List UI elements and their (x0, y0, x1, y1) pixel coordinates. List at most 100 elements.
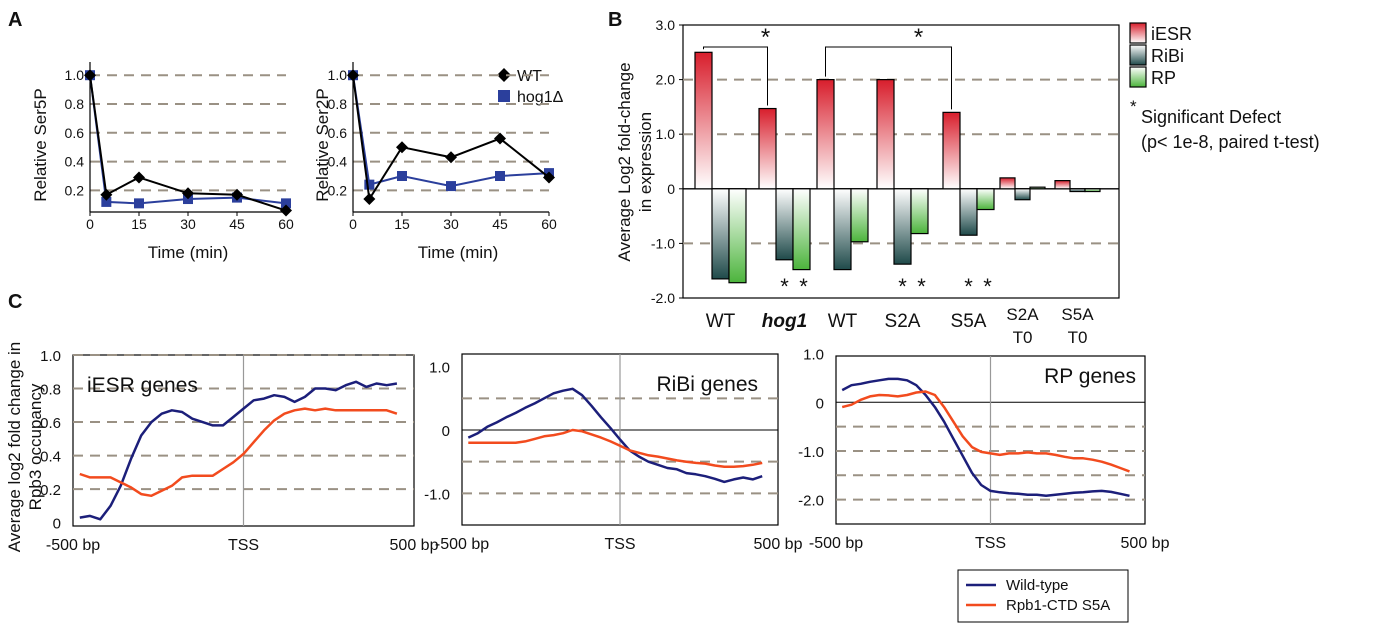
wildtype-profile-line (79, 380, 398, 521)
hog1-data-point (495, 171, 505, 181)
c1-x-tick-label: 500 bp (390, 537, 439, 554)
c1-x-tick-label: TSS (228, 537, 259, 554)
c1-y-tick-label: 0.8 (40, 382, 61, 399)
c2-title: RiBi genes (656, 373, 758, 396)
c1-title: iESR genes (87, 374, 198, 397)
bar-ribi (833, 188, 852, 271)
legend-wildtype-label: Wild-type (1006, 577, 1069, 594)
b-category-label: S2A (885, 311, 921, 332)
a2-x-tick-label: 30 (443, 216, 459, 232)
a1-x-tick-label: 45 (229, 216, 245, 232)
bar-iesr (999, 177, 1016, 190)
c2-y-tick-label: 1.0 (429, 360, 450, 377)
wt-data-point (347, 69, 359, 82)
panel-a1-ser5p-chart: Relative Ser5P Time (min) 0.2 0.4 0.6 0.8 1.… (31, 62, 294, 262)
hog1-data-point (446, 181, 456, 192)
a2-y-axis-label: Relative Ser2P (313, 88, 332, 201)
wt-data-point (494, 132, 506, 145)
c3-title: RP genes (1044, 365, 1136, 388)
b-y-tick-label: -2.0 (651, 290, 675, 306)
legend-rp-swatch (1129, 66, 1147, 88)
a1-y-tick-label: 0.4 (65, 154, 85, 170)
a2-legend: WT hog1Δ (497, 68, 564, 106)
legend-hog1-label: hog1Δ (517, 89, 564, 106)
a1-y-tick-label: 0.6 (65, 125, 85, 141)
wt-data-point (133, 171, 145, 184)
wt-series-line (89, 75, 287, 212)
wt-data-point (84, 69, 96, 82)
b-category-label: hog1 (762, 311, 807, 332)
b-y-tick-label: 0 (667, 181, 675, 197)
bar-rp (850, 188, 869, 243)
a1-y-tick-label: 0.8 (65, 96, 85, 112)
panel-c-letter: C (8, 291, 22, 313)
a1-x-tick-label: 0 (86, 216, 94, 232)
c-legend-box (957, 569, 1129, 623)
b-ribi-significance-star: * (780, 274, 789, 299)
wt-data-point (363, 193, 376, 206)
a2-x-tick-label: 45 (492, 216, 508, 232)
legend-iesr-swatch (1129, 22, 1147, 44)
b-y-tick-label: 3.0 (656, 17, 676, 33)
a2-y-tick-label: 0.2 (328, 182, 348, 198)
a1-x-tick-label: 30 (180, 216, 196, 232)
b-category-label: S5A (951, 311, 987, 332)
b-rp-significance-star: * (799, 274, 808, 299)
c2-x-tick-label: 500 bp (754, 536, 803, 553)
wt-data-point (445, 151, 457, 164)
legend-ribi-label: RiBi (1151, 46, 1184, 66)
b-category-label: T0 (1068, 328, 1088, 347)
footnote-asterisk: * (1130, 97, 1137, 116)
hog1-data-point (281, 198, 291, 209)
b-rp-significance-star: * (983, 274, 992, 299)
bar-rp (976, 188, 995, 211)
c3-x-tick-label: -500 bp (809, 535, 863, 552)
bar-iesr (876, 78, 895, 190)
legend-s5a-label: Rpb1-CTD S5A (1006, 597, 1110, 614)
s5a-profile-line (79, 407, 398, 498)
b-category-label: WT (828, 311, 858, 332)
s5a-profile-line (468, 428, 763, 468)
panel-c1-iesr-genes-chart: 0 0.2 0.4 0.6 0.8 1.0 -500 bp TSS 500 bp iESR gen… (40, 348, 438, 554)
c-y-axis-label-line2: Rpb3 occupancy (26, 383, 45, 510)
hog1-data-point (364, 179, 375, 190)
b-y-tick-label: 2.0 (656, 72, 676, 88)
a1-x-tick-label: 60 (278, 216, 294, 232)
bar-rp (792, 188, 811, 271)
c3-y-tick-label: 0 (816, 395, 824, 412)
c1-y-tick-label: 0.2 (40, 482, 61, 499)
wildtype-profile-line (467, 387, 763, 484)
hog1-data-point (134, 198, 144, 209)
b-ribi-significance-star: * (898, 274, 907, 299)
c-y-axis-label-line1: Average log2 fold change in (5, 342, 24, 552)
c1-x-tick-label: -500 bp (46, 537, 100, 554)
c3-x-tick-label: TSS (975, 535, 1006, 552)
wt-data-point (280, 204, 292, 217)
c3-y-tick-label: 1.0 (803, 347, 824, 364)
c-legend: Wild-type Rpb1-CTD S5A (957, 569, 1129, 623)
c1-y-tick-label: 0 (53, 516, 61, 533)
a2-x-axis-label: Time (min) (418, 243, 499, 262)
hog1-data-point (101, 196, 112, 207)
a1-y-tick-label: 0.2 (65, 182, 85, 198)
c3-y-tick-label: -2.0 (798, 493, 824, 510)
c3-y-tick-label: -1.0 (798, 444, 824, 461)
b-y-axis-label-line2: in expression (636, 112, 655, 212)
b-category-label: T0 (1013, 328, 1033, 347)
bar-ribi (775, 188, 794, 261)
a2-y-tick-label: 0.6 (328, 125, 348, 141)
a1-x-tick-label: 15 (131, 216, 147, 232)
b-y-tick-label: -1.0 (651, 235, 675, 251)
b-significance-star: * (914, 24, 923, 51)
bar-rp (1029, 186, 1046, 190)
legend-wt-marker (497, 68, 511, 82)
bar-iesr (758, 107, 777, 190)
footnote-line1: Significant Defect (1141, 107, 1281, 127)
b-category-label: S5A (1061, 305, 1094, 324)
bar-rp (728, 188, 747, 284)
c2-x-tick-label: TSS (604, 536, 635, 553)
panel-b-letter: B (608, 9, 622, 31)
b-plot-frame (682, 24, 1120, 299)
bar-ribi (959, 188, 978, 236)
